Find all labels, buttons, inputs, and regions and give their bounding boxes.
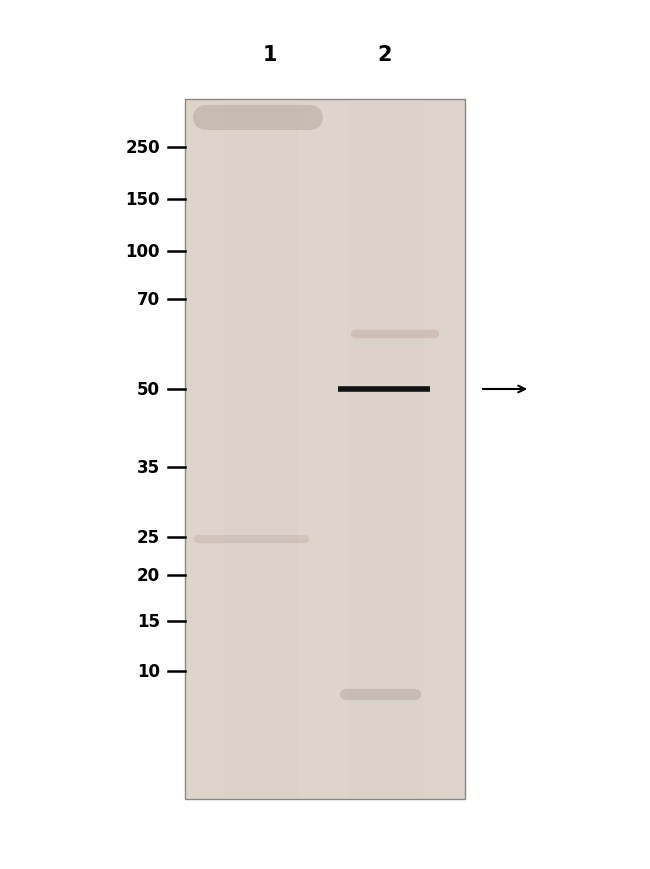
Text: 50: 50: [137, 381, 160, 399]
Text: 70: 70: [137, 290, 160, 308]
Text: 35: 35: [137, 459, 160, 476]
Text: 1: 1: [263, 45, 278, 65]
Text: 10: 10: [137, 662, 160, 680]
Text: 150: 150: [125, 191, 160, 209]
Text: 100: 100: [125, 242, 160, 261]
Bar: [348, 101, 422, 798]
Text: 25: 25: [137, 528, 160, 547]
Text: 2: 2: [378, 45, 392, 65]
Text: 20: 20: [137, 567, 160, 584]
Bar: [185, 100, 465, 799]
Text: 15: 15: [137, 613, 160, 630]
Bar: [222, 101, 298, 798]
Text: 250: 250: [125, 139, 160, 156]
